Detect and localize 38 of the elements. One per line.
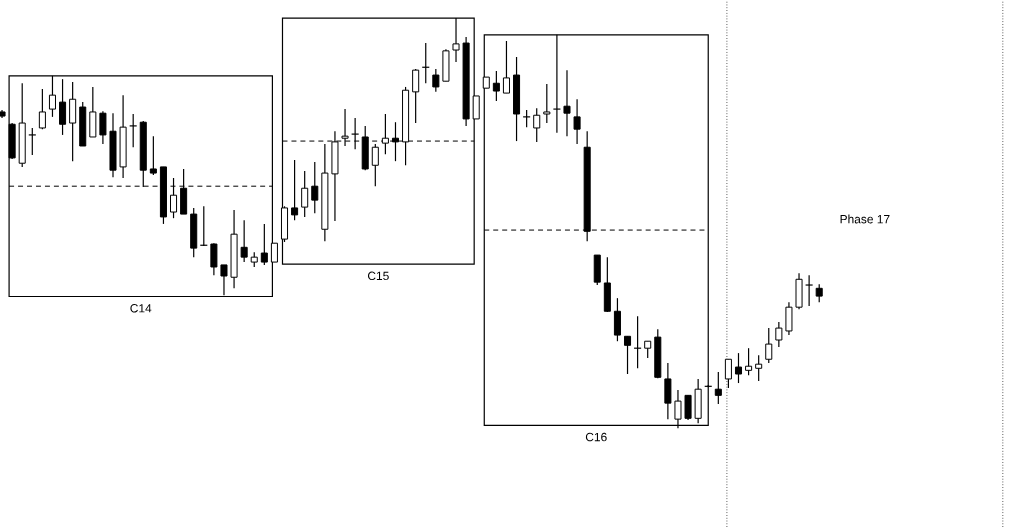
candlestick xyxy=(785,301,793,336)
candlestick xyxy=(432,68,440,93)
candlestick xyxy=(69,81,77,162)
candlestick xyxy=(624,335,632,375)
candlestick xyxy=(28,127,37,156)
candlestick xyxy=(210,242,218,276)
candlestick xyxy=(492,70,500,102)
candlestick xyxy=(734,352,743,384)
candlestick xyxy=(149,135,157,176)
candlestick xyxy=(38,88,46,130)
candlestick xyxy=(684,394,692,421)
candlestick xyxy=(301,170,309,218)
candlestick xyxy=(533,107,541,143)
candlestick xyxy=(99,110,107,145)
candlestick xyxy=(563,69,571,137)
annotation: C15 xyxy=(367,271,389,281)
candlestick xyxy=(765,327,773,364)
candlestick xyxy=(755,354,763,382)
candlestick xyxy=(613,297,621,342)
candlestick xyxy=(815,283,823,303)
candlestick xyxy=(240,219,248,263)
annotation: C14 xyxy=(130,304,152,313)
candlestick xyxy=(502,40,510,94)
candlestick xyxy=(543,83,551,124)
candlestick xyxy=(59,78,67,136)
candlestick xyxy=(260,223,268,266)
candlestick xyxy=(745,347,753,376)
candlestick xyxy=(714,371,722,405)
candlestick xyxy=(371,143,379,187)
candlestick xyxy=(412,68,420,124)
text: Phase 17 xyxy=(840,214,890,224)
candlestick xyxy=(311,161,319,214)
candlestick xyxy=(129,113,138,148)
candlestick xyxy=(775,321,783,348)
candlestick xyxy=(804,274,814,307)
candlestick xyxy=(573,98,581,145)
candlestick xyxy=(291,159,299,221)
text: C16 xyxy=(585,432,607,442)
